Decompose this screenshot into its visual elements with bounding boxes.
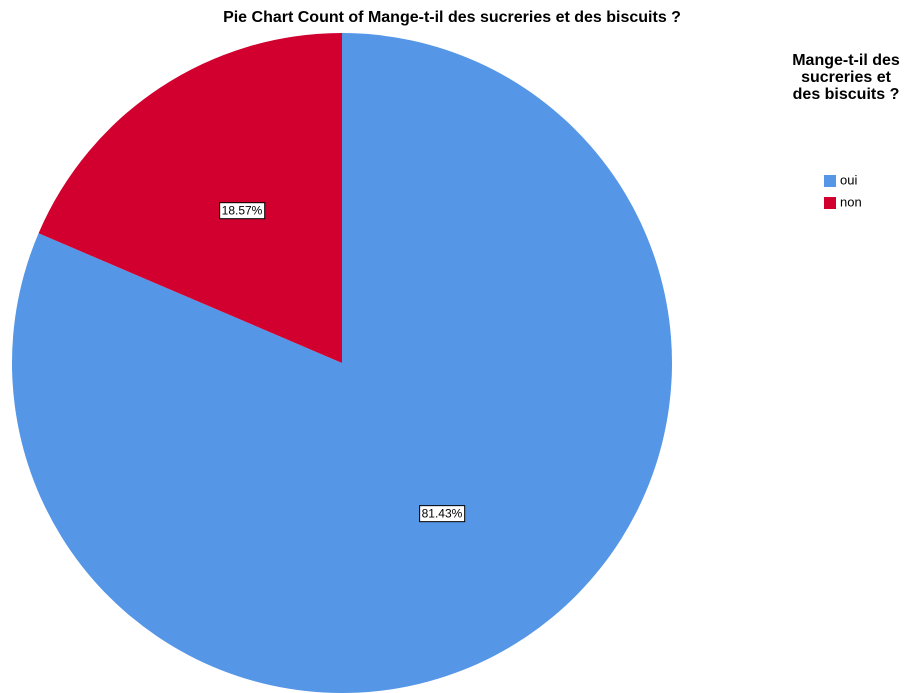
legend-label: non xyxy=(840,194,862,209)
legend-swatch xyxy=(824,175,836,187)
legend-label: oui xyxy=(840,172,857,187)
chart-title: Pie Chart Count of Mange-t-il des sucrer… xyxy=(223,9,681,26)
value-label-box xyxy=(219,202,266,220)
pie-slice xyxy=(12,33,673,693)
legend-title: Mange-t-il des sucreries et des biscuits… xyxy=(792,52,900,103)
value-label: 18.57% xyxy=(222,204,263,218)
legend-swatch xyxy=(824,197,836,209)
pie-slice xyxy=(38,33,343,363)
value-label-box xyxy=(419,505,466,523)
value-label: 81.43% xyxy=(422,507,463,521)
